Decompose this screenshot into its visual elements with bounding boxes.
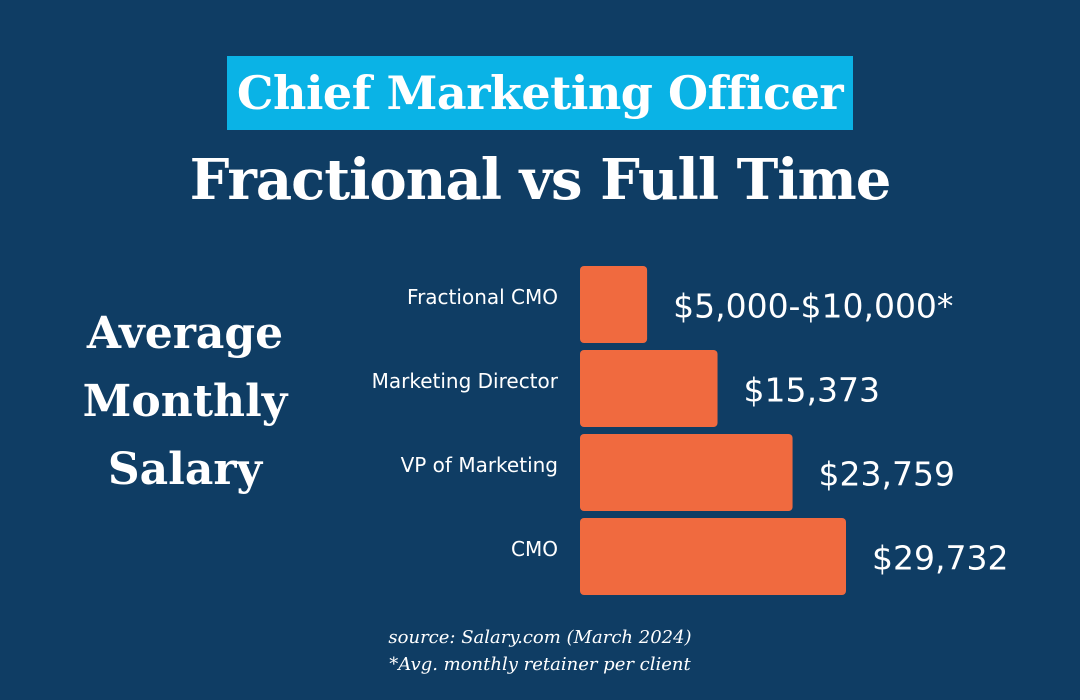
category-label: Fractional CMO (407, 285, 558, 309)
chart-subtitle: Fractional vs Full Time (189, 147, 892, 213)
value-label: $5,000-$10,000* (673, 287, 953, 326)
bar-3 (580, 518, 846, 595)
side-label-line: Average (86, 308, 284, 359)
category-label: CMO (511, 537, 558, 561)
bar-0 (580, 266, 648, 343)
source-note: source: Salary.com (March 2024) (388, 627, 692, 648)
bar-1 (580, 350, 718, 427)
side-label-line: Monthly (82, 376, 288, 427)
category-label: VP of Marketing (401, 453, 558, 477)
chart-title: Chief Marketing Officer (226, 56, 854, 130)
side-label: Average Monthly Salary (40, 300, 330, 504)
value-label: $23,759 (819, 455, 955, 494)
value-label: $15,373 (744, 371, 880, 410)
title-container: Chief Marketing Officer (0, 56, 1080, 130)
side-label-line: Salary (107, 444, 263, 495)
footer: source: Salary.com (March 2024) *Avg. mo… (0, 624, 1080, 678)
footnote: *Avg. monthly retainer per client (389, 654, 691, 675)
bar-2 (580, 434, 793, 511)
category-label: Marketing Director (372, 369, 559, 393)
value-label: $29,732 (872, 539, 1008, 578)
